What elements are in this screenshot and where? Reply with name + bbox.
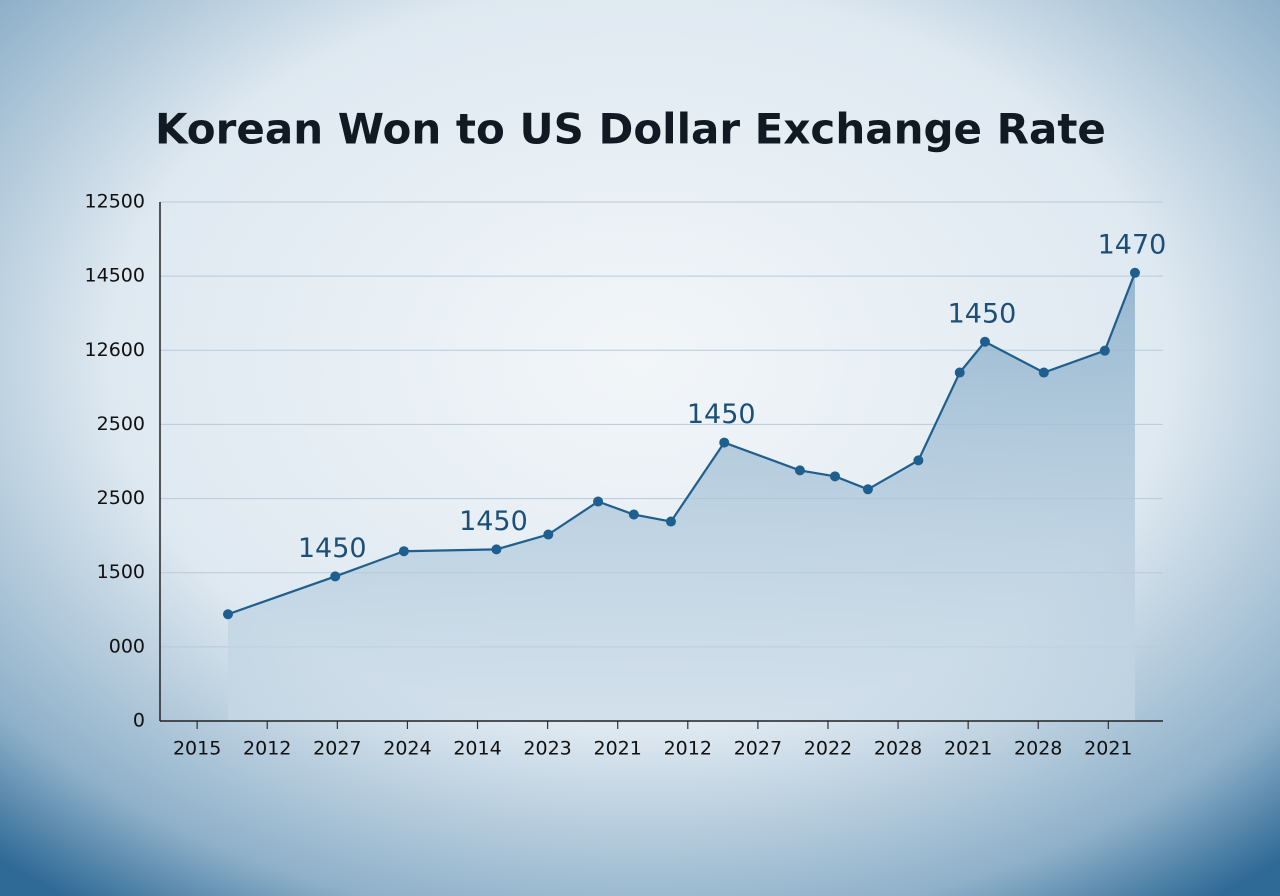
x-tick-label: 2028 <box>1014 738 1062 760</box>
area <box>227 272 1135 721</box>
y-tick-label: 2500 <box>97 487 145 509</box>
point-label: 1470 <box>1098 229 1167 260</box>
point-label: 1450 <box>687 399 756 430</box>
point <box>979 336 990 347</box>
point <box>628 509 639 520</box>
point <box>222 609 233 620</box>
x-tick-label: 2015 <box>173 738 221 760</box>
y-tick-label: 2500 <box>97 413 145 435</box>
point <box>1099 345 1110 356</box>
line <box>227 272 1136 616</box>
point <box>543 529 554 540</box>
point <box>913 455 924 466</box>
point-label: 1450 <box>459 506 528 537</box>
x-tick-label: 2022 <box>804 738 852 760</box>
x-tick-label: 2012 <box>243 738 291 760</box>
x-tick-label: 2024 <box>383 738 431 760</box>
point <box>1038 367 1049 378</box>
y-tick-label: 000 <box>109 635 145 657</box>
y-tick-label: 12500 <box>85 191 145 213</box>
point <box>330 571 341 582</box>
x-tick-label: 2023 <box>523 738 571 760</box>
point <box>491 544 502 555</box>
point <box>829 471 840 482</box>
point-label: 1450 <box>948 298 1017 329</box>
point <box>719 437 730 448</box>
y-tick-label: 14500 <box>85 265 145 287</box>
x-tick-label: 2028 <box>874 738 922 760</box>
point <box>593 496 604 507</box>
x-tick-label: 2012 <box>664 738 712 760</box>
y-tick-label: 12600 <box>85 339 145 361</box>
point <box>1129 267 1140 278</box>
point <box>398 546 409 557</box>
y-tick-label: 1500 <box>97 561 145 583</box>
point <box>665 516 676 527</box>
point <box>794 465 805 476</box>
point-label: 1450 <box>298 533 367 564</box>
x-tick-label: 2014 <box>453 738 501 760</box>
x-tick-label: 2021 <box>1084 738 1132 760</box>
point <box>954 367 965 378</box>
point <box>862 484 873 495</box>
x-tick-label: 2021 <box>594 738 642 760</box>
x-tick-label: 2027 <box>313 738 361 760</box>
chart-title: Korean Won to US Dollar Exchange Rate <box>155 105 1106 154</box>
y-tick-label: 0 <box>133 710 145 732</box>
x-tick-label: 2021 <box>944 738 992 760</box>
x-tick-label: 2027 <box>734 738 782 760</box>
